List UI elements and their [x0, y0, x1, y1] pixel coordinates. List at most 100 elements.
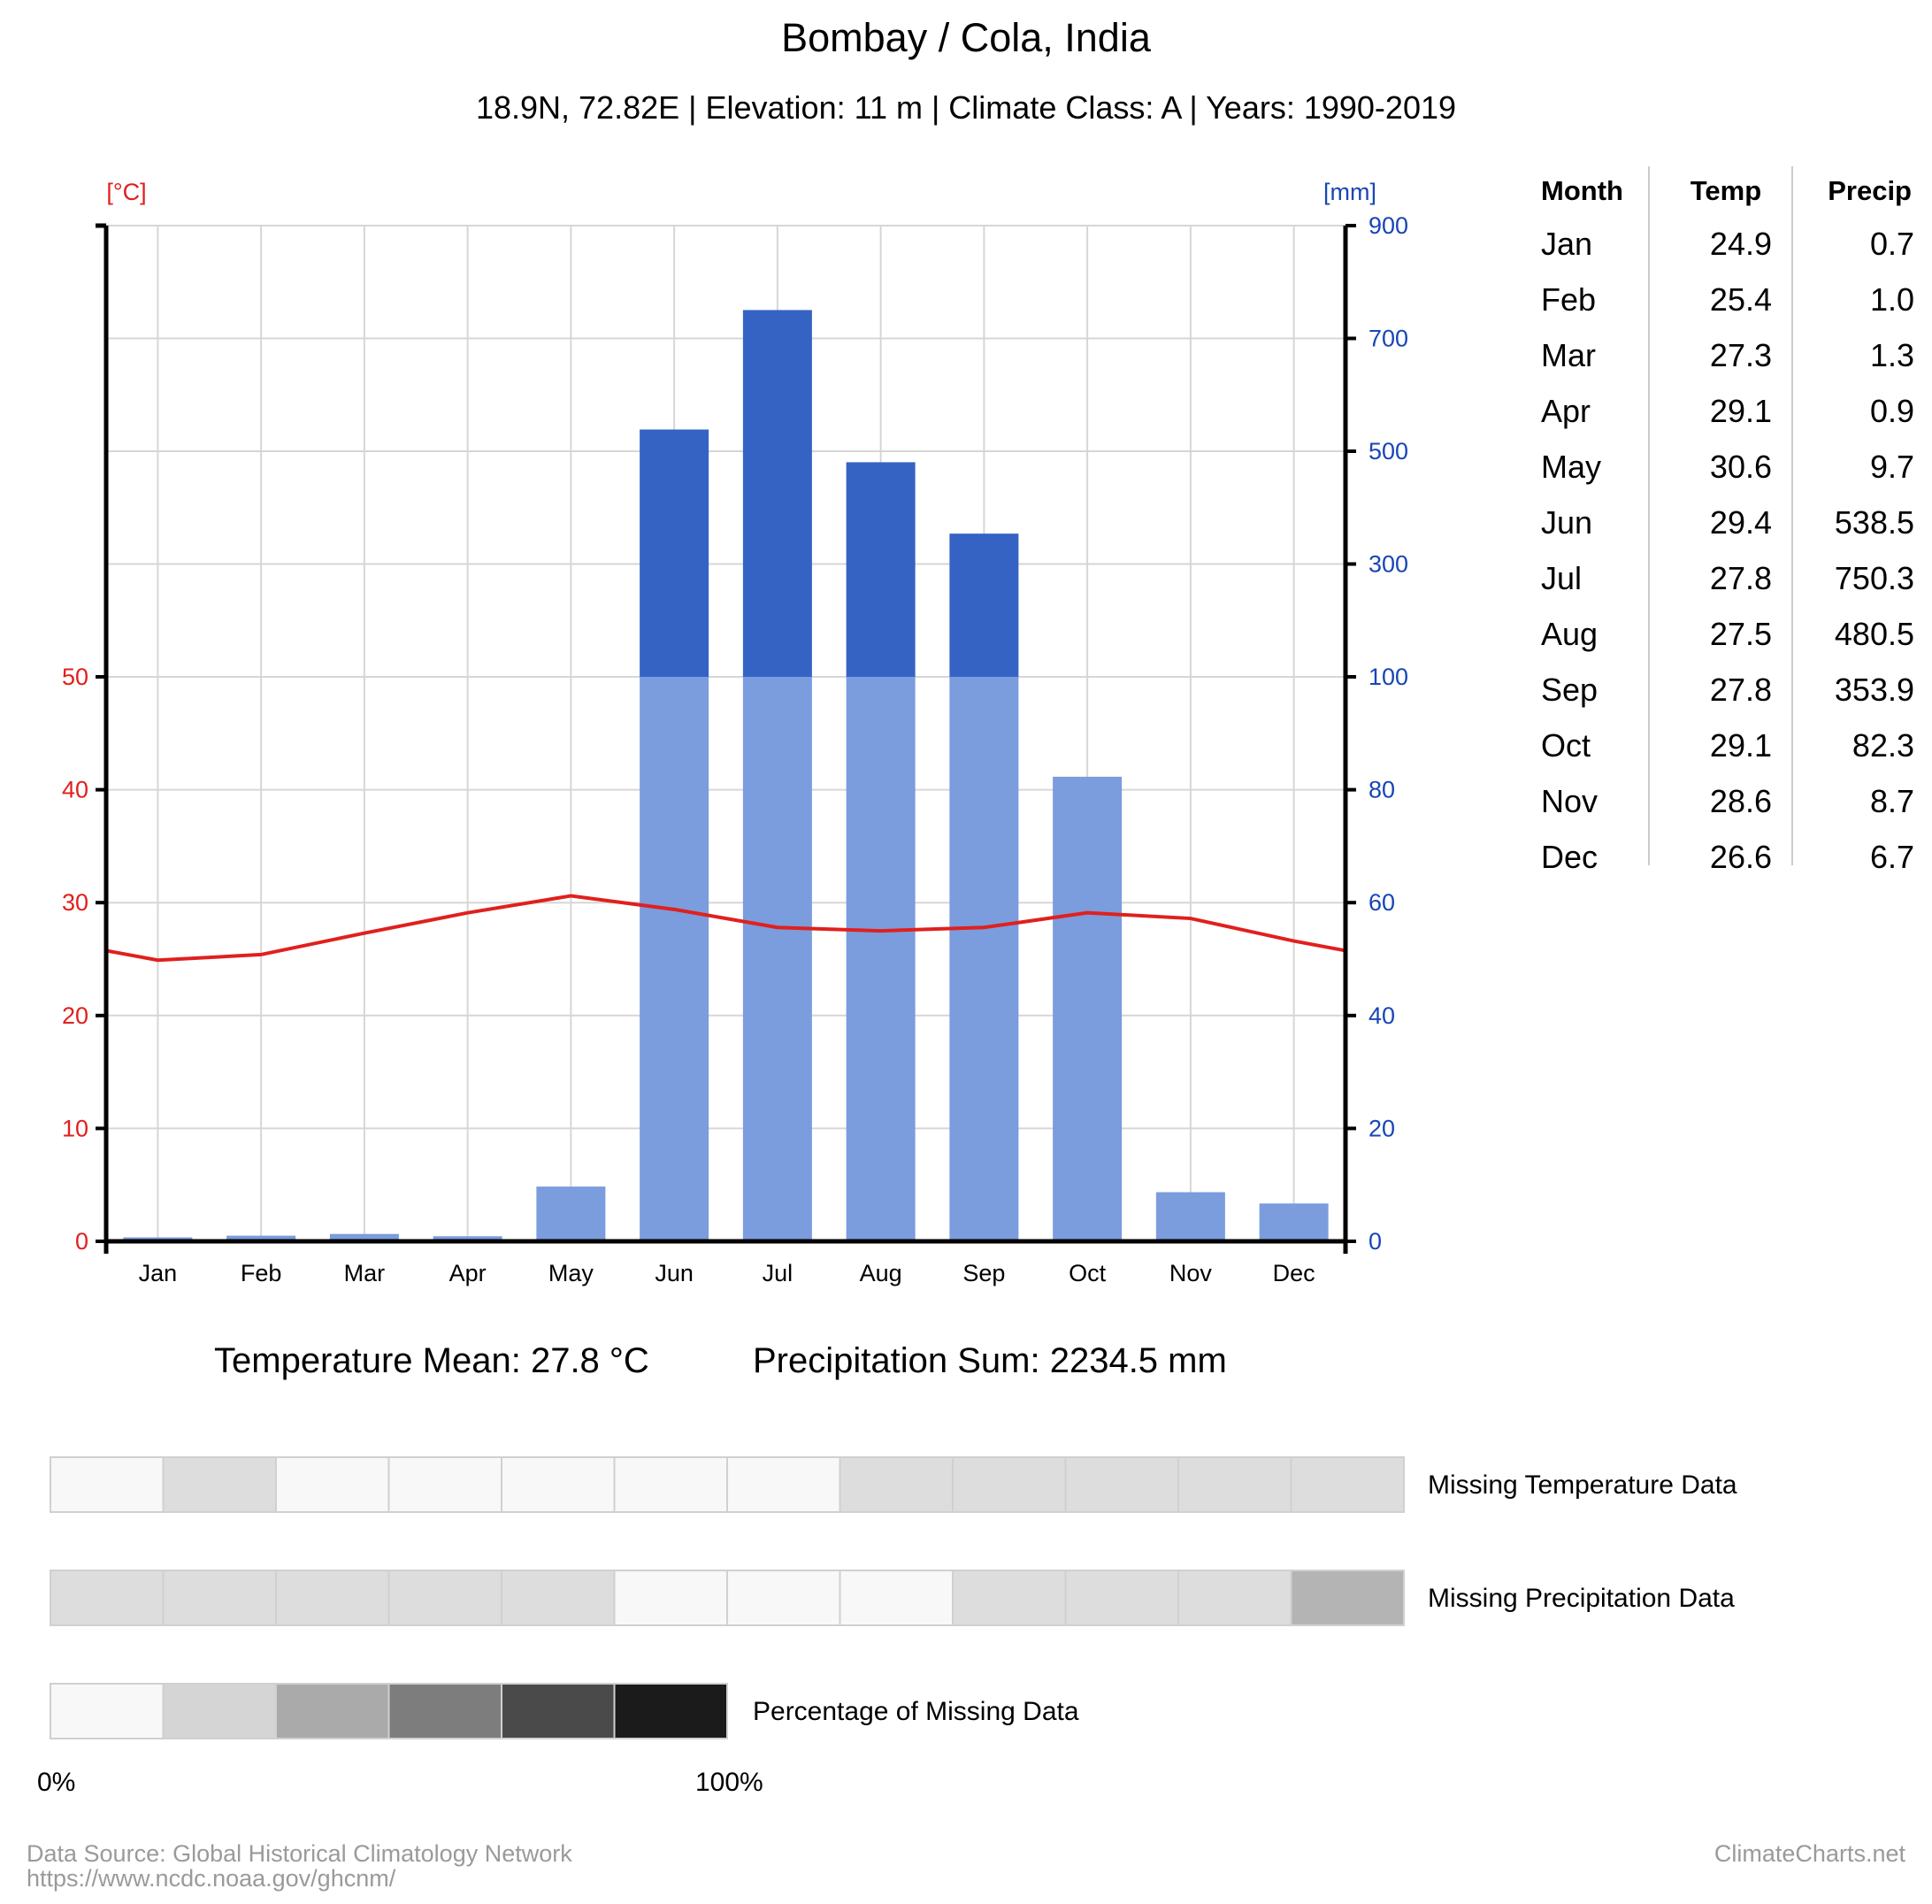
missing-temp-label: Missing Temperature Data — [1428, 1470, 1737, 1500]
table-cell: 27.5 — [1710, 616, 1772, 652]
chart-title: Bombay / Cola, India — [781, 15, 1152, 60]
temperature-line — [105, 894, 1346, 963]
table-cell: Sep — [1541, 672, 1598, 708]
table-cell: 8.7 — [1870, 783, 1914, 819]
missing-scale-label: Percentage of Missing Data — [753, 1697, 1079, 1726]
right-tick-label: 0 — [1368, 1228, 1382, 1255]
table-cell: Jan — [1541, 226, 1592, 262]
x-tick-label: Dec — [1273, 1260, 1315, 1286]
left-axis-unit: [°C] — [106, 179, 146, 205]
missing-temp-cell — [952, 1456, 1067, 1513]
missing-precip-cell — [839, 1570, 954, 1626]
x-tick-label: Jul — [763, 1260, 794, 1286]
table-cell: Feb — [1541, 281, 1596, 318]
table-cell: 0.7 — [1870, 226, 1914, 262]
precip-bar-oct — [1053, 776, 1123, 1241]
missing-precip-cell — [1290, 1570, 1405, 1626]
missing-precip-cell — [387, 1570, 502, 1626]
brand-label: ClimateCharts.net — [1714, 1840, 1906, 1867]
left-tick-label: 10 — [62, 1115, 88, 1141]
precip-bar-apr — [433, 1236, 502, 1241]
left-tick-label: 20 — [62, 1002, 88, 1029]
table-cell: 26.6 — [1710, 839, 1772, 875]
table-cell: 1.0 — [1870, 281, 1914, 318]
precip-bar-feb — [226, 1235, 296, 1241]
missing-precip-cell — [275, 1570, 390, 1626]
x-tick-label: Oct — [1069, 1260, 1107, 1286]
table-cell: Jun — [1541, 504, 1592, 541]
right-axis-unit: [mm] — [1323, 179, 1376, 205]
x-tick-label: Jan — [139, 1260, 178, 1286]
missing-temp-cell — [501, 1456, 616, 1513]
missing-data-legend — [50, 1456, 1405, 1739]
missing-scale-cell — [162, 1683, 277, 1739]
table-cell: Apr — [1541, 393, 1591, 429]
missing-scale-cell — [275, 1683, 390, 1739]
right-tick-label: 20 — [1368, 1115, 1395, 1141]
table-cell: Dec — [1541, 839, 1598, 875]
x-tick-label: May — [548, 1260, 594, 1286]
x-tick-label: Apr — [449, 1260, 487, 1286]
precip-bar-aug — [846, 677, 916, 1241]
missing-temp-cell — [613, 1456, 728, 1513]
precip-bar-upper-sep — [949, 534, 1019, 677]
left-tick-label: 0 — [75, 1228, 88, 1255]
missing-temp-cell — [50, 1456, 165, 1513]
missing-temp-cell — [1290, 1456, 1405, 1513]
data-source-line1: Data Source: Global Historical Climatolo… — [27, 1840, 572, 1867]
table-cell: 6.7 — [1870, 839, 1914, 875]
right-tick-label: 500 — [1368, 438, 1408, 464]
table-cell: 29.1 — [1710, 727, 1772, 764]
table-header: Temp — [1690, 175, 1761, 206]
precip-bar-jun — [640, 677, 709, 1241]
missing-precip-label: Missing Precipitation Data — [1428, 1584, 1735, 1613]
right-tick-label: 80 — [1368, 777, 1395, 803]
table-cell: 538.5 — [1835, 504, 1914, 541]
left-tick-label: 30 — [62, 889, 88, 916]
temperature-mean: Temperature Mean: 27.8 °C — [214, 1341, 649, 1380]
precip-bar-jul — [742, 677, 812, 1241]
precip-bar-sep — [949, 677, 1019, 1241]
table-cell: 27.3 — [1710, 337, 1772, 373]
missing-precip-cell — [162, 1570, 277, 1626]
table-cell: Aug — [1541, 616, 1598, 652]
right-tick-label: 300 — [1368, 551, 1408, 578]
missing-scale-cell — [501, 1683, 616, 1739]
missing-temp-cell — [275, 1456, 390, 1513]
precip-bar-mar — [329, 1233, 399, 1241]
missing-precip-cell — [613, 1570, 728, 1626]
x-tick-label: Feb — [241, 1260, 282, 1286]
missing-precip-cell — [1064, 1570, 1179, 1626]
scale-max-label: 100% — [695, 1768, 763, 1797]
x-tick-label: Nov — [1169, 1260, 1213, 1286]
missing-precip-cell — [1177, 1570, 1292, 1626]
missing-precip-cell — [952, 1570, 1067, 1626]
table-cell: 29.4 — [1710, 504, 1772, 541]
x-tick-label: Jun — [655, 1260, 694, 1286]
table-cell: May — [1541, 449, 1601, 485]
missing-temp-cell — [162, 1456, 277, 1513]
table-cell: 480.5 — [1835, 616, 1914, 652]
table-cell: 0.9 — [1870, 393, 1914, 429]
table-cell: Nov — [1541, 783, 1598, 819]
precip-bar-dec — [1259, 1203, 1329, 1241]
table-cell: 27.8 — [1710, 560, 1772, 596]
missing-temp-cell — [1177, 1456, 1292, 1513]
missing-temp-cell — [726, 1456, 841, 1513]
missing-temp-cell — [387, 1456, 502, 1513]
table-cell: 1.3 — [1870, 337, 1914, 373]
right-tick-label: 700 — [1368, 326, 1408, 352]
precip-bar-may — [536, 1186, 606, 1241]
x-tick-label: Mar — [344, 1260, 386, 1286]
table-cell: 28.6 — [1710, 783, 1772, 819]
precip-bar-upper-aug — [846, 462, 916, 677]
table-cell: Jul — [1541, 560, 1582, 596]
table-cell: 750.3 — [1835, 560, 1914, 596]
missing-precip-cell — [726, 1570, 841, 1626]
table-header: Month — [1541, 175, 1623, 206]
missing-precip-cell — [50, 1570, 165, 1626]
right-tick-label: 900 — [1368, 212, 1408, 239]
right-tick-label: 60 — [1368, 889, 1395, 916]
